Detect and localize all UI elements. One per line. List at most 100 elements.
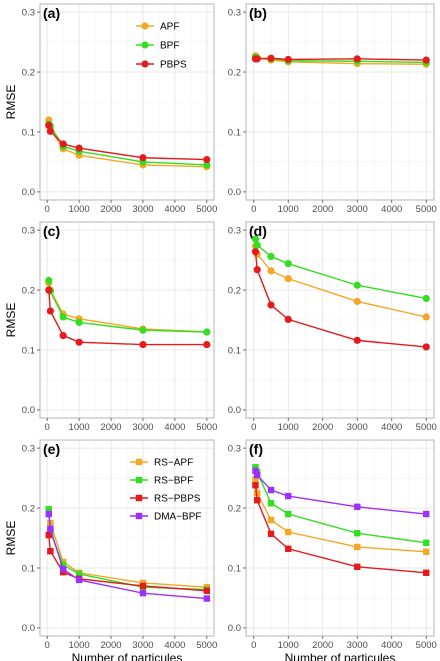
data-point <box>254 489 261 497</box>
data-point <box>59 331 67 340</box>
legend-label: APF <box>160 22 179 33</box>
legend-label: PBPS <box>160 60 187 71</box>
data-point <box>253 241 261 249</box>
y-tick-label: 0.1 <box>22 345 35 356</box>
data-point <box>267 252 275 261</box>
series-pbps <box>45 121 211 164</box>
data-point <box>267 54 275 62</box>
x-tick-label: 0 <box>45 204 50 215</box>
x-tick-label: 3000 <box>347 422 368 433</box>
y-tick-label: 0.1 <box>22 563 35 574</box>
legend-key-marker <box>135 476 143 484</box>
series-pbps <box>251 248 430 351</box>
panel-border <box>39 221 215 419</box>
x-tick-label: 0 <box>251 422 256 433</box>
y-tick-label: 0.0 <box>22 187 35 198</box>
data-point <box>422 56 430 64</box>
x-tick-label: 3000 <box>347 204 368 215</box>
x-tick-label: 1000 <box>69 640 90 651</box>
data-point <box>45 121 53 129</box>
data-point <box>267 500 275 507</box>
legend-label: RS−PBPS <box>154 494 201 505</box>
data-point <box>252 467 259 475</box>
data-point <box>203 161 211 169</box>
legend-label: DMA−BPF <box>154 512 202 523</box>
data-point <box>354 503 361 511</box>
y-tick-label: 0.2 <box>22 503 35 514</box>
x-tick-label: 4000 <box>164 422 185 433</box>
y-axis-label: RMSE <box>4 303 18 338</box>
data-point <box>267 516 275 524</box>
y-tick-label: 0.1 <box>22 127 35 138</box>
y-tick-label: 0.3 <box>228 7 241 18</box>
data-point <box>139 154 147 162</box>
y-tick-label: 0.3 <box>22 7 35 18</box>
series-bpf <box>251 235 430 303</box>
data-point <box>285 510 292 518</box>
data-point <box>75 576 83 584</box>
data-point <box>254 471 261 479</box>
data-point <box>59 140 67 148</box>
x-tick-label: 2000 <box>312 640 333 651</box>
data-point <box>45 276 53 285</box>
data-point <box>46 307 54 315</box>
x-tick-label: 1000 <box>278 422 299 433</box>
panel-label: (e) <box>43 441 60 457</box>
data-point <box>251 248 260 256</box>
x-tick-label: 4000 <box>164 640 185 651</box>
data-point <box>423 539 430 546</box>
x-tick-label: 1000 <box>69 422 90 433</box>
panel-border <box>245 3 435 201</box>
y-tick-label: 0.1 <box>228 127 241 138</box>
x-tick-label: 2000 <box>312 422 333 433</box>
data-point <box>284 260 292 268</box>
y-tick-label: 0.0 <box>228 623 241 634</box>
y-tick-label: 0.2 <box>22 285 35 296</box>
data-point <box>47 547 54 555</box>
data-point <box>353 281 361 289</box>
data-point <box>45 506 52 513</box>
y-tick-label: 0.2 <box>228 67 241 78</box>
x-tick-label: 5000 <box>416 640 437 651</box>
x-tick-label: 5000 <box>196 422 217 433</box>
data-point <box>47 525 54 533</box>
data-point <box>75 338 83 346</box>
panel-label: (a) <box>43 5 60 21</box>
data-point <box>422 343 430 351</box>
y-tick-label: 0.2 <box>22 67 35 78</box>
data-point <box>46 127 54 135</box>
data-point <box>252 464 259 471</box>
panel-c: 0 1000 2000 3000 4000 5000 0.0 0.1 0.2 0.3 RMSE (c) <box>4 221 217 433</box>
data-point <box>139 340 147 349</box>
data-point <box>353 336 361 344</box>
data-point <box>253 55 261 63</box>
data-point <box>267 267 275 275</box>
x-tick-label: 3000 <box>347 640 368 651</box>
data-point <box>267 486 275 494</box>
data-point <box>45 286 53 294</box>
x-tick-label: 0 <box>45 422 50 433</box>
data-point <box>203 328 211 336</box>
data-point <box>139 326 147 334</box>
x-tick-label: 1000 <box>69 204 90 215</box>
legend-key-marker <box>135 458 143 466</box>
x-tick-label: 4000 <box>381 204 402 215</box>
panel-b: 0 1000 2000 3000 4000 5000 0.0 0.1 0.2 0.3 (b) <box>228 3 437 215</box>
data-point <box>203 340 211 349</box>
panel-label: (f) <box>249 441 263 457</box>
panel-label: (d) <box>249 223 267 239</box>
data-point <box>354 530 361 537</box>
series-dmabpf <box>252 467 430 518</box>
legend-label: RS−BPF <box>154 476 193 487</box>
panel-border <box>245 221 435 419</box>
x-tick-label: 2000 <box>100 422 121 433</box>
x-tick-label: 0 <box>251 640 256 651</box>
data-point <box>203 587 211 594</box>
x-tick-label: 4000 <box>381 640 402 651</box>
y-tick-label: 0.1 <box>228 345 241 356</box>
series-rspbps <box>252 482 430 576</box>
y-tick-label: 0.3 <box>22 225 35 236</box>
data-point <box>423 569 430 576</box>
x-tick-label: 4000 <box>381 422 402 433</box>
